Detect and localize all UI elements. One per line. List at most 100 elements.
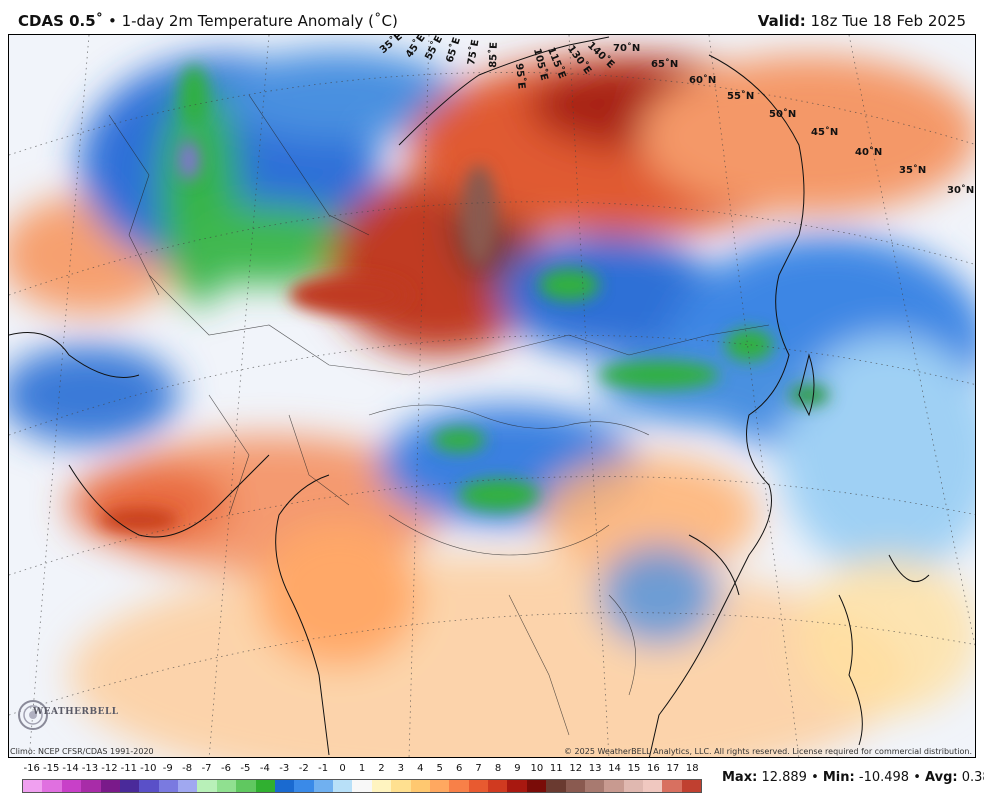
min-label: Min: bbox=[822, 770, 855, 785]
max-label: Max: bbox=[722, 770, 758, 785]
legend-swatch bbox=[429, 780, 450, 792]
legend-swatch bbox=[81, 780, 101, 792]
legend-tick-label: -8 bbox=[182, 763, 193, 774]
legend-colorbar bbox=[22, 779, 702, 793]
map-title: CDAS 0.5˚ • 1-day 2m Temperature Anomaly… bbox=[18, 12, 398, 30]
stats-sep-1: • bbox=[806, 770, 823, 785]
legend-tick-label: 12 bbox=[569, 763, 583, 774]
legend-tick-label: -13 bbox=[81, 763, 99, 774]
legend-tick-label: 6 bbox=[455, 763, 463, 774]
map-panel[interactable]: 30˚N 35˚N 40˚N 45˚N 50˚N 55˚N 60˚N 65˚N … bbox=[8, 34, 976, 758]
lat-label-60n: 60˚N bbox=[689, 75, 717, 86]
swirl-icon bbox=[18, 700, 48, 730]
legend-tick-label: 9 bbox=[514, 763, 521, 774]
legend-tick-label: 0 bbox=[339, 763, 346, 774]
legend-tick-label: -12 bbox=[101, 763, 118, 774]
lat-label-45n: 45˚N bbox=[811, 127, 839, 138]
lat-label-35n: 35˚N bbox=[899, 165, 927, 176]
legend-swatch bbox=[100, 780, 120, 792]
color-legend: -16 -15 -14 -13 -12 -11 -10 -9 -8 -7 -6 -5 -4 -3 -2 -1 0… bbox=[22, 763, 702, 803]
legend-swatch bbox=[507, 780, 527, 792]
max-value: 12.889 bbox=[761, 770, 807, 785]
legend-tick-labels: -16 -15 -14 -13 -12 -11 -10 -9 -8 -7 -6 -5 -4 -3 -2 -1 0… bbox=[22, 763, 702, 777]
legend-tick-label: 11 bbox=[549, 763, 563, 774]
legend-swatch bbox=[255, 780, 275, 792]
legend-swatch bbox=[604, 780, 624, 792]
header: CDAS 0.5˚ • 1-day 2m Temperature Anomaly… bbox=[0, 0, 984, 34]
legend-tick-label: -3 bbox=[279, 763, 290, 774]
avg-value: 0.389 bbox=[961, 770, 984, 785]
legend-swatch bbox=[352, 780, 372, 792]
legend-tick-label: 8 bbox=[494, 763, 502, 774]
valid-time: Valid: 18z Tue 18 Feb 2025 bbox=[758, 12, 966, 30]
legend-tick-label: 13 bbox=[588, 763, 602, 774]
legend-swatch bbox=[313, 780, 333, 792]
legend-tick-label: -2 bbox=[298, 763, 309, 774]
legend-tick-label: -14 bbox=[62, 763, 79, 774]
legend-swatch bbox=[197, 780, 217, 792]
legend-swatch bbox=[546, 780, 566, 792]
legend-tick-label: -6 bbox=[221, 763, 231, 774]
legend-swatch bbox=[236, 780, 256, 792]
stats-sep-2: • bbox=[909, 770, 925, 785]
lon-label-85e: 85˚E bbox=[488, 41, 500, 68]
legend-swatch bbox=[274, 780, 295, 792]
legend-tick-label: 17 bbox=[666, 763, 680, 774]
legend-swatch bbox=[158, 780, 178, 792]
lat-label-55n: 55˚N bbox=[727, 91, 755, 102]
legend-swatch bbox=[294, 780, 314, 792]
anomaly-fill-detail bbox=[99, 65, 829, 532]
legend-swatch bbox=[139, 780, 159, 792]
legend-tick-label: -5 bbox=[240, 763, 251, 774]
model-name: CDAS 0.5˚ bbox=[18, 12, 104, 30]
legend-swatch bbox=[391, 780, 411, 792]
legend-tick-label: 10 bbox=[530, 763, 544, 774]
lat-label-40n: 40˚N bbox=[855, 147, 883, 158]
legend-tick-label: 3 bbox=[397, 763, 405, 774]
legend-swatch bbox=[23, 780, 43, 792]
legend-tick-label: 2 bbox=[378, 763, 385, 774]
legend-tick-label: -4 bbox=[259, 763, 270, 774]
legend-swatch bbox=[468, 780, 488, 792]
logo-text: WEATHERBELL bbox=[33, 707, 119, 717]
legend-tick-label: -16 bbox=[23, 763, 40, 774]
legend-tick-label: 15 bbox=[627, 763, 641, 774]
product-name: 1-day 2m Temperature Anomaly (˚C) bbox=[121, 12, 398, 30]
legend-swatch bbox=[681, 780, 702, 792]
legend-swatch bbox=[526, 780, 547, 792]
legend-swatch bbox=[119, 780, 140, 792]
legend-swatch bbox=[488, 780, 508, 792]
field-statistics: Max: 12.889 • Min: -10.498 • Avg: 0.389 bbox=[722, 770, 984, 785]
anomaly-map bbox=[9, 35, 975, 757]
valid-label: Valid: bbox=[757, 12, 806, 30]
legend-swatch bbox=[410, 780, 430, 792]
legend-tick-label: 16 bbox=[647, 763, 660, 774]
political-borders bbox=[108, 94, 770, 736]
legend-tick-label: -10 bbox=[140, 763, 157, 774]
graticule bbox=[9, 35, 975, 757]
legend-swatch bbox=[565, 780, 585, 792]
avg-label: Avg: bbox=[925, 770, 958, 785]
lat-label-65n: 65˚N bbox=[651, 59, 679, 70]
legend-tick-label: 7 bbox=[475, 763, 482, 774]
copyright-notice: © 2025 WeatherBELL Analytics, LLC. All r… bbox=[564, 747, 972, 756]
legend-swatch bbox=[584, 780, 605, 792]
legend-tick-label: 1 bbox=[358, 763, 366, 774]
legend-swatch bbox=[42, 780, 62, 792]
legend-tick-label: -15 bbox=[42, 763, 60, 774]
legend-tick-label: 4 bbox=[417, 763, 424, 774]
legend-tick-label: 18 bbox=[685, 763, 699, 774]
legend-tick-label: 14 bbox=[608, 763, 621, 774]
legend-tick-label: 5 bbox=[436, 763, 443, 774]
lat-label-50n: 50˚N bbox=[769, 109, 797, 120]
legend-tick-label: -9 bbox=[162, 763, 173, 774]
valid-time-value: 18z Tue 18 Feb 2025 bbox=[810, 12, 966, 30]
legend-swatch bbox=[371, 780, 392, 792]
legend-swatch bbox=[178, 780, 198, 792]
climo-source: Climo: NCEP CFSR/CDAS 1991-2020 bbox=[10, 747, 154, 756]
weatherbell-logo: WEATHERBELL bbox=[15, 695, 125, 735]
coastlines-and-borders bbox=[9, 36, 930, 757]
legend-swatch bbox=[216, 780, 237, 792]
title-separator: • bbox=[103, 12, 122, 30]
legend-tick-label: -11 bbox=[120, 763, 138, 774]
